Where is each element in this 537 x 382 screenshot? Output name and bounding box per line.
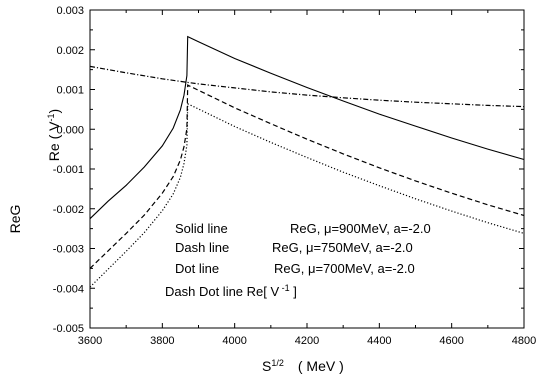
x-axis-title: S1/2( MeV ) bbox=[262, 358, 344, 374]
y-tick-label: 0.001 bbox=[56, 85, 84, 97]
x-tick-label: 4000 bbox=[222, 335, 246, 347]
y-axis: 0.003 0.002 0.001 0.000 -0.001 -0.002 -0.003 -0… bbox=[53, 5, 524, 335]
x-tick-label: 4600 bbox=[439, 335, 463, 347]
series-layer bbox=[89, 35, 525, 288]
y-tick-label: 0.003 bbox=[56, 5, 84, 17]
legend-label-dashdot: Dash Dot line Re[ V -1 ] bbox=[165, 283, 297, 299]
y-tick-label: -0.001 bbox=[53, 164, 84, 176]
legend-desc-solid: ReG, μ=900MeV, a=-2.0 bbox=[290, 221, 431, 236]
legend-desc-dot: ReG, μ=700MeV, a=-2.0 bbox=[274, 261, 415, 276]
plot-frame bbox=[89, 9, 525, 329]
y-tick-label: 0.000 bbox=[56, 124, 84, 136]
y-tick-label: -0.002 bbox=[53, 204, 84, 216]
series-line-dash bbox=[89, 84, 525, 269]
series-line-dot bbox=[89, 102, 525, 288]
x-tick-label: 3600 bbox=[78, 335, 102, 347]
y-tick-label: 0.002 bbox=[56, 45, 84, 57]
legend-label-dash: Dash line bbox=[175, 240, 229, 255]
x-tick-label: 3800 bbox=[150, 335, 174, 347]
legend-desc-dash: ReG, μ=750MeV, a=-2.0 bbox=[272, 240, 413, 255]
series-line-dashdot bbox=[89, 65, 525, 108]
x-tick-label: 4800 bbox=[512, 335, 536, 347]
y-tick-label: -0.003 bbox=[53, 244, 84, 256]
legend: Solid line ReG, μ=900MeV, a=-2.0 Dash li… bbox=[165, 221, 431, 299]
legend-label-solid: Solid line bbox=[175, 221, 228, 236]
y-axis-title-inner: Re ( V-1) bbox=[46, 109, 62, 161]
legend-label-dot: Dot line bbox=[175, 261, 219, 276]
x-tick-label: 4400 bbox=[367, 335, 391, 347]
x-tick-label: 4200 bbox=[295, 335, 319, 347]
x-axis: 3600 3800 4000 4200 4400 4600 4800 bbox=[78, 10, 536, 347]
plot-area bbox=[89, 9, 525, 329]
y-tick-label: -0.005 bbox=[53, 323, 84, 335]
y-axis-title-outer: ReG bbox=[7, 205, 23, 234]
y-tick-label: -0.004 bbox=[53, 283, 84, 295]
series-line-solid bbox=[89, 35, 525, 220]
